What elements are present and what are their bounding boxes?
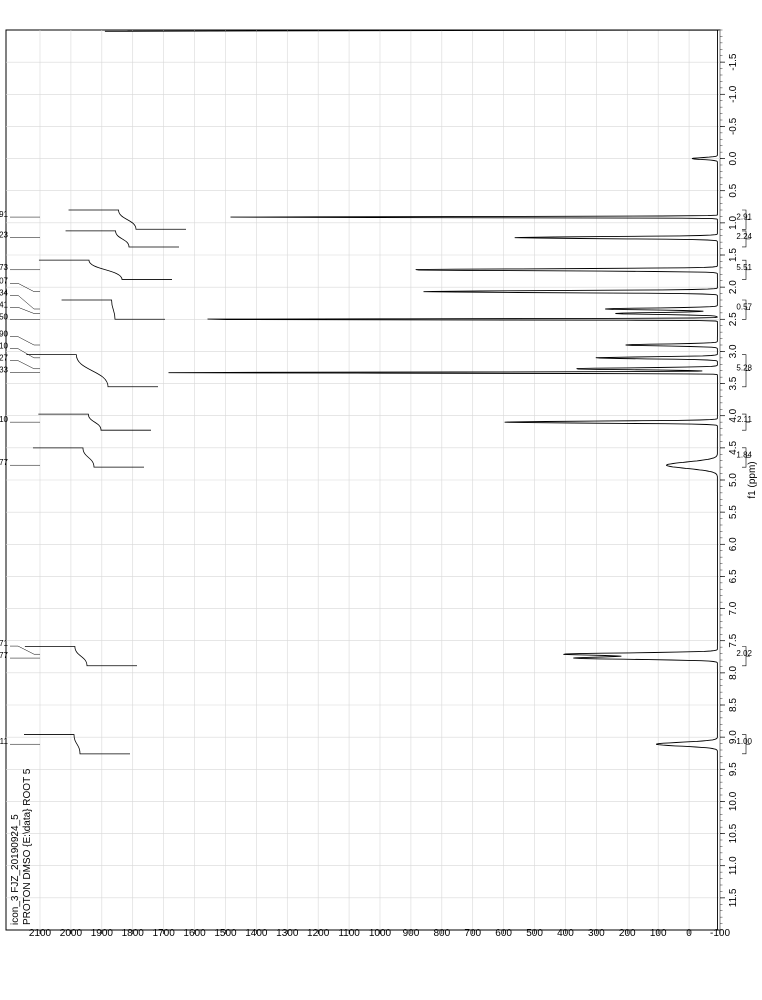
svg-text:2.11: 2.11 bbox=[737, 415, 753, 424]
svg-text:2.34: 2.34 bbox=[0, 288, 9, 297]
spectrum-title: icon_3 FJZ_20190924_5 bbox=[10, 814, 21, 925]
svg-text:1.5: 1.5 bbox=[728, 248, 739, 262]
svg-text:10.5: 10.5 bbox=[728, 823, 739, 843]
svg-text:2.91: 2.91 bbox=[736, 213, 752, 222]
svg-text:1700: 1700 bbox=[153, 928, 176, 939]
svg-text:5.0: 5.0 bbox=[728, 473, 739, 487]
svg-text:1.73: 1.73 bbox=[0, 263, 9, 272]
svg-text:5.28: 5.28 bbox=[736, 364, 752, 373]
svg-text:200: 200 bbox=[619, 928, 636, 939]
svg-text:2000: 2000 bbox=[60, 928, 83, 939]
svg-text:1200: 1200 bbox=[307, 928, 330, 939]
svg-text:1.23: 1.23 bbox=[0, 231, 9, 240]
nmr-spectrum-svg: -1.5-1.0-0.50.00.51.01.52.02.53.03.54.04… bbox=[0, 0, 762, 1000]
svg-text:-100: -100 bbox=[710, 928, 730, 939]
svg-text:100: 100 bbox=[650, 928, 667, 939]
svg-text:11.5: 11.5 bbox=[728, 888, 739, 907]
svg-text:300: 300 bbox=[588, 928, 605, 939]
svg-text:3.27: 3.27 bbox=[0, 354, 9, 363]
svg-text:2.41: 2.41 bbox=[0, 300, 9, 309]
svg-text:3.0: 3.0 bbox=[728, 344, 739, 358]
plot-background bbox=[0, 0, 762, 1000]
svg-text:2100: 2100 bbox=[29, 928, 52, 939]
svg-text:2.24: 2.24 bbox=[736, 232, 752, 241]
svg-text:7.5: 7.5 bbox=[728, 633, 739, 647]
svg-text:0.57: 0.57 bbox=[736, 303, 752, 312]
svg-text:1600: 1600 bbox=[183, 928, 206, 939]
svg-text:1800: 1800 bbox=[122, 928, 145, 939]
svg-text:1.84: 1.84 bbox=[736, 451, 752, 460]
svg-text:800: 800 bbox=[433, 928, 450, 939]
svg-text:0: 0 bbox=[686, 928, 692, 939]
svg-text:1300: 1300 bbox=[276, 928, 299, 939]
svg-text:2.02: 2.02 bbox=[736, 649, 752, 658]
svg-text:9.5: 9.5 bbox=[728, 762, 739, 776]
svg-text:-1.0: -1.0 bbox=[728, 85, 739, 103]
svg-text:0.0: 0.0 bbox=[728, 151, 739, 165]
svg-text:-0.5: -0.5 bbox=[728, 117, 739, 135]
svg-text:5.5: 5.5 bbox=[728, 505, 739, 519]
svg-text:2.90: 2.90 bbox=[0, 330, 9, 339]
x-axis-label: f1 (ppm) bbox=[747, 461, 758, 498]
svg-text:3.5: 3.5 bbox=[728, 376, 739, 390]
svg-text:600: 600 bbox=[495, 928, 512, 939]
svg-text:1900: 1900 bbox=[91, 928, 114, 939]
svg-text:500: 500 bbox=[526, 928, 543, 939]
svg-text:6.0: 6.0 bbox=[728, 537, 739, 551]
svg-text:0.91: 0.91 bbox=[0, 210, 9, 219]
svg-text:3.10: 3.10 bbox=[0, 342, 9, 351]
svg-text:3.33: 3.33 bbox=[0, 366, 9, 375]
svg-text:7.71: 7.71 bbox=[0, 639, 9, 648]
svg-text:4.77: 4.77 bbox=[0, 458, 9, 467]
svg-text:1000: 1000 bbox=[369, 928, 392, 939]
svg-text:9.11: 9.11 bbox=[0, 737, 9, 746]
spectrum-subtitle: PROTON DMSO {E:\data} ROOT 5 bbox=[22, 768, 33, 925]
svg-text:-1.5: -1.5 bbox=[728, 53, 739, 71]
svg-text:4.10: 4.10 bbox=[0, 415, 9, 424]
intensity-axis: -100 0 100 200 300 400 500 600 700 800 900 1000 1100… bbox=[29, 928, 731, 939]
svg-text:400: 400 bbox=[557, 928, 574, 939]
svg-text:2.50: 2.50 bbox=[0, 312, 9, 321]
svg-text:2.0: 2.0 bbox=[728, 280, 739, 294]
svg-text:7.77: 7.77 bbox=[0, 651, 9, 660]
svg-text:7.0: 7.0 bbox=[728, 601, 739, 615]
svg-text:8.5: 8.5 bbox=[728, 698, 739, 712]
svg-text:900: 900 bbox=[403, 928, 420, 939]
svg-text:2.5: 2.5 bbox=[728, 312, 739, 326]
svg-text:2.07: 2.07 bbox=[0, 276, 9, 285]
svg-text:0.5: 0.5 bbox=[728, 183, 739, 197]
svg-text:1500: 1500 bbox=[214, 928, 237, 939]
svg-text:1400: 1400 bbox=[245, 928, 268, 939]
svg-text:6.5: 6.5 bbox=[728, 569, 739, 583]
svg-text:5.51: 5.51 bbox=[736, 263, 752, 272]
svg-text:11.0: 11.0 bbox=[728, 856, 739, 875]
svg-text:1100: 1100 bbox=[338, 928, 360, 939]
svg-text:10.0: 10.0 bbox=[728, 791, 739, 811]
svg-text:1.00: 1.00 bbox=[736, 737, 752, 746]
svg-text:700: 700 bbox=[464, 928, 481, 939]
svg-text:8.0: 8.0 bbox=[728, 665, 739, 679]
